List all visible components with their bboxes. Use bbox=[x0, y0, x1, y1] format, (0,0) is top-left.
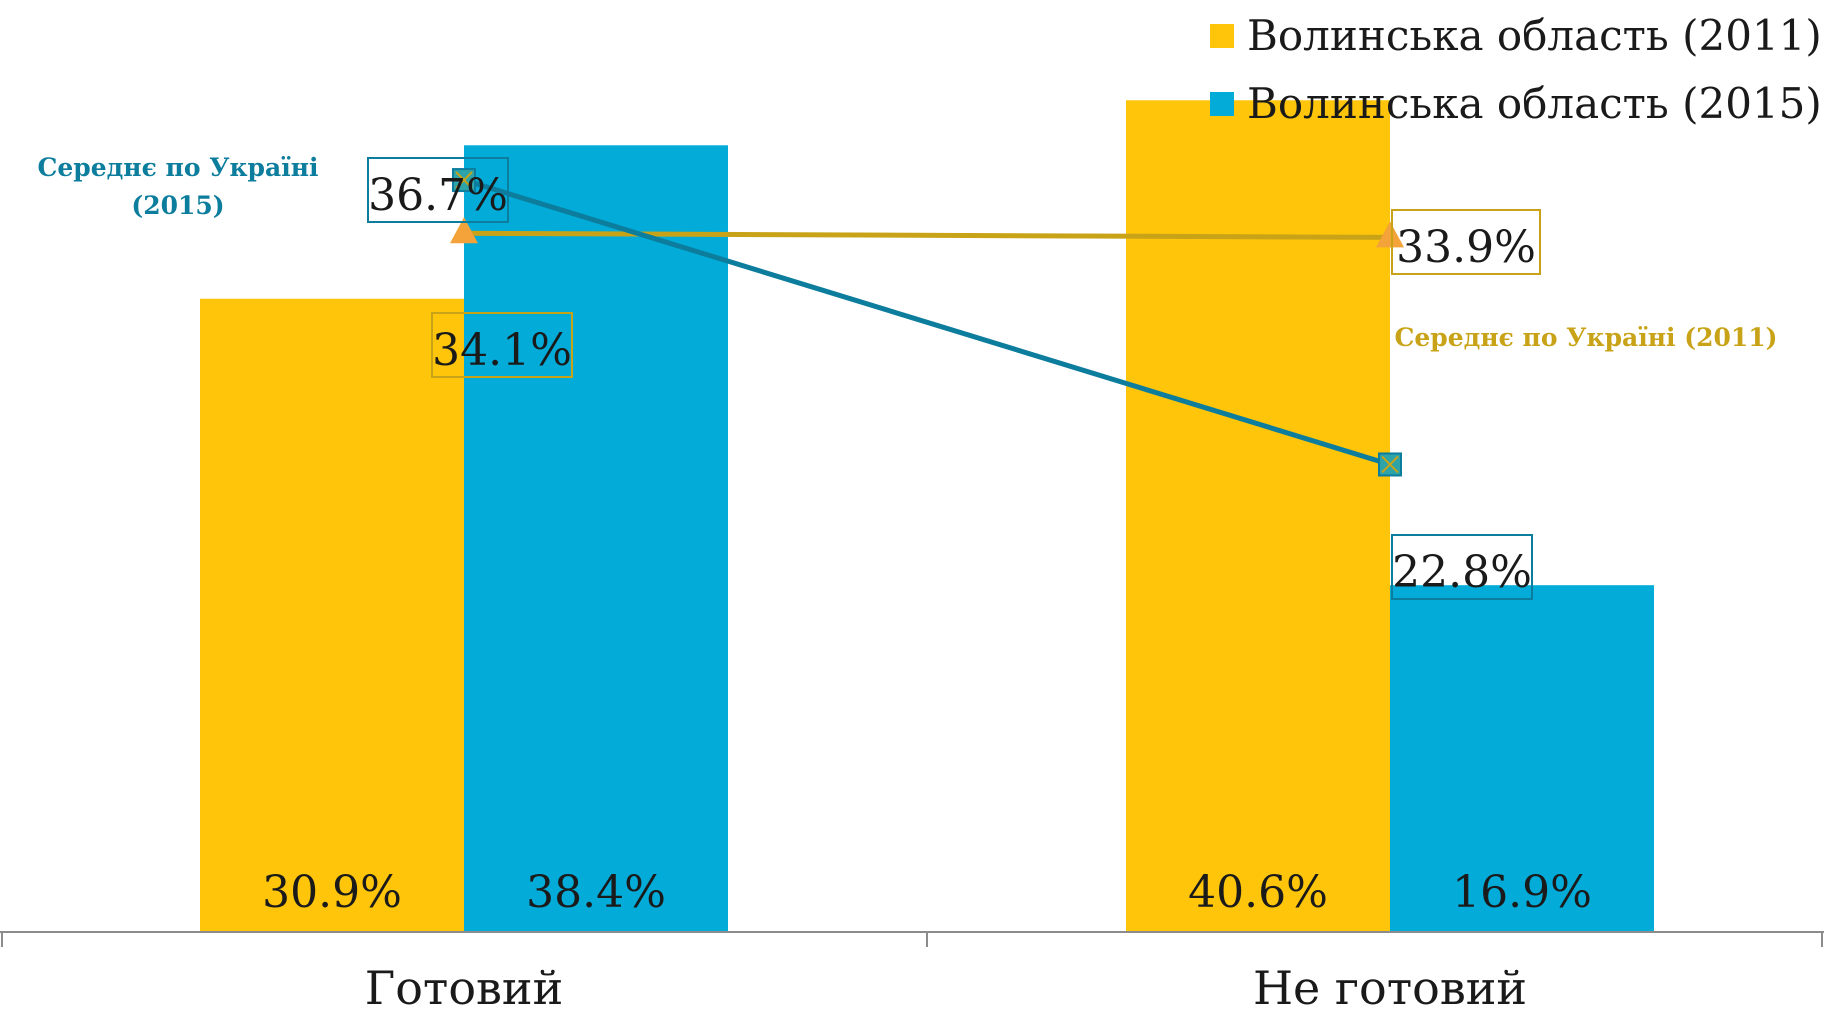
avg-2011-label: 33.9% bbox=[1396, 222, 1536, 273]
legend-swatch-2015 bbox=[1210, 92, 1234, 116]
legend-label: Волинська область (2011) bbox=[1247, 11, 1822, 60]
avg-2011-label: 34.1% bbox=[432, 325, 572, 376]
legend-label: Волинська область (2015) bbox=[1247, 79, 1822, 128]
avg-2011-annotation: Середнє по Україні (2011) bbox=[1394, 323, 1777, 352]
bar-value-label: 40.6% bbox=[1188, 867, 1328, 918]
bar-2015-0 bbox=[464, 145, 728, 931]
legend-swatch-2011 bbox=[1210, 24, 1234, 48]
avg-2015-label: 36.7% bbox=[368, 170, 508, 221]
avg-2015-label: 22.8% bbox=[1392, 547, 1532, 598]
category-label: Не готовий bbox=[1253, 961, 1527, 1010]
avg-2015-annotation: Середнє по Україні bbox=[37, 153, 318, 182]
bar-value-label: 30.9% bbox=[262, 867, 402, 918]
bar-2011-1 bbox=[1126, 100, 1390, 931]
category-label: Готовий bbox=[365, 961, 564, 1010]
bar-value-label: 38.4% bbox=[526, 867, 666, 918]
avg-2015-annotation: (2015) bbox=[131, 191, 224, 220]
bar-value-label: 16.9% bbox=[1452, 867, 1592, 918]
bar-2011-0 bbox=[200, 299, 464, 931]
